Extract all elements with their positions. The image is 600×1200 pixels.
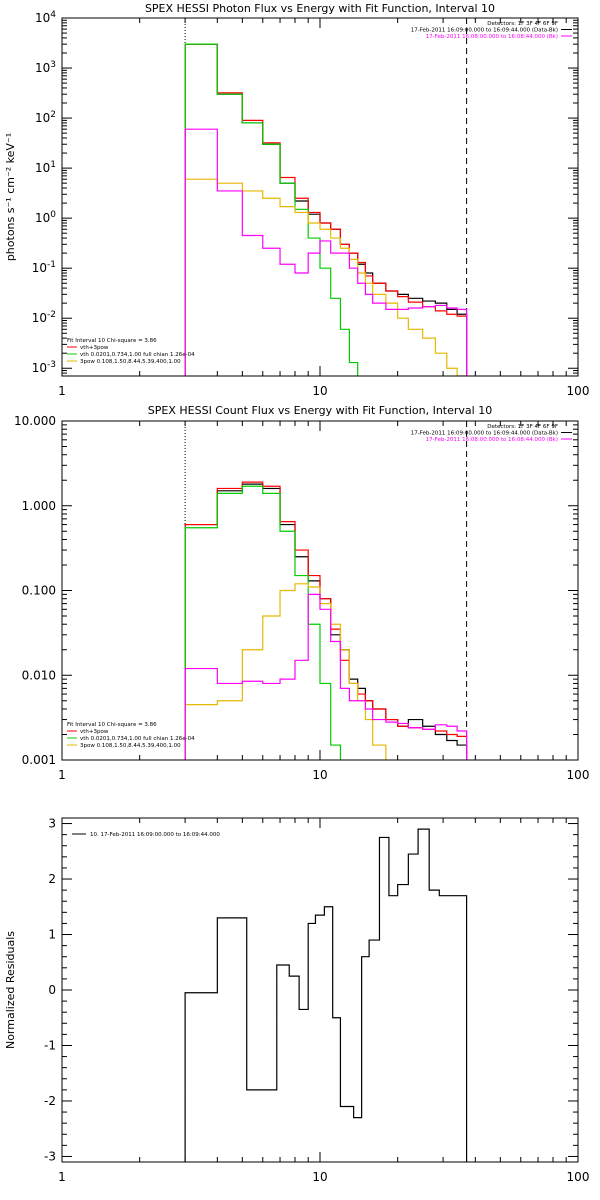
y-tick-exponent: 4 [50,10,56,20]
y-tick-exponent: -2 [47,310,56,320]
y-tick-label: 2 [48,872,56,886]
plot-frame [61,420,579,761]
y-tick-label: 1 [48,928,56,942]
y-tick-label: 3 [48,817,56,831]
y-tick-base: 10 [35,11,50,25]
legend-text: vth 0.0201,0.734,1.00 full chian 1.26e-0… [80,736,195,742]
y-tick-label: 10-1 [32,260,56,275]
legend-text: Fit Interval 10 Chi-square = 3.86 [67,722,157,728]
legend-text: 17-Feb-2011 16:09:00.000 to 16:09:44.000… [411,28,558,34]
y-tick-label: -1 [44,1038,56,1052]
series-line-3pow [184,178,468,376]
y-tick-base: 10 [32,261,47,275]
y-tick-label: 0.010 [22,668,56,682]
y-tick-label: 10.000 [14,414,56,428]
legend-text: 17-Feb-2011 16:09:00.000 to 16:09:44.000… [411,431,558,437]
y-tick-label: 103 [35,60,56,75]
y-tick-label: 102 [35,110,56,125]
y-tick-label: 10-3 [32,360,56,375]
y-tick-base: 10 [35,211,50,225]
y-tick-exponent: -3 [47,360,56,370]
y-tick-label: 1.000 [22,499,56,513]
legend-text: vth+3pow [80,345,109,351]
series-line-3pow [184,583,387,760]
y-tick-label: -3 [44,1149,56,1163]
y-tick-exponent: 0 [50,210,56,220]
legend-text: Detectors: 1F 3F 4F 6F 9F [487,424,558,430]
series-line-bk [184,593,468,760]
photon-flux-panel: SPEX HESSI Photon Flux vs Energy with Fi… [4,2,589,398]
y-tick-base: 10 [35,111,50,125]
y-tick-label: 0.001 [22,753,56,767]
y-tick-label: -2 [44,1094,56,1108]
legend-text: 10. 17-Feb-2011 16:09:00.000 to 16:09:44… [90,832,220,838]
y-tick-base: 10 [35,161,50,175]
x-tick-label: 100 [567,384,590,398]
x-tick-label: 100 [567,768,590,782]
chart-title: SPEX HESSI Count Flux vs Energy with Fit… [148,404,492,417]
series-line-10-17-feb-2011-16-09-00-000-to-16-09-44-000 [184,828,468,1162]
legend-text: vth 0.0201,0.734,1.00 full chian 1.26e-0… [80,352,195,358]
y-tick-label: 104 [35,10,56,25]
y-tick-label: 0.100 [22,584,56,598]
x-tick-label: 10 [312,768,327,782]
y-axis-label: Normalized Residuals [4,931,17,1049]
plot-frame [61,817,579,1163]
legend-text: Fit Interval 10 Chi-square = 3.86 [67,338,157,344]
y-tick-label: 101 [35,160,56,175]
y-tick-label: 10-2 [32,310,56,325]
x-tick-label: 10 [312,384,327,398]
y-tick-exponent: -1 [47,260,56,270]
legend-text: Detectors: 1F 3F 4F 6F 9F [487,21,558,27]
count-flux-panel: SPEX HESSI Count Flux vs Energy with Fit… [14,404,589,782]
legend-text: 17-Feb-2011 16:08:00.000 to 16:08:44.000… [426,437,558,443]
series-group [184,43,468,376]
series-line-vth [184,485,342,760]
legend-text: 3pow 0.108,1.50,8.44,5.39,400,1.00 [80,743,181,749]
y-tick-exponent: 3 [50,60,56,70]
legend-text: vth+3pow [80,729,109,735]
series-line-data-bk [184,483,468,760]
y-tick-label: 100 [35,210,56,225]
legend-text: 3pow 0.108,1.50,8.44,5.39,400,1.00 [80,359,181,365]
series-line-bk [184,128,468,376]
plot-frame [61,17,579,377]
x-tick-label: 100 [567,1170,590,1184]
y-tick-base: 10 [35,61,50,75]
chart-title: SPEX HESSI Photon Flux vs Energy with Fi… [145,2,495,15]
series-line-vth [184,43,359,376]
y-tick-base: 10 [32,361,47,375]
x-tick-label: 1 [58,768,66,782]
series-group [184,481,468,760]
series-group [184,828,468,1162]
y-tick-exponent: 1 [50,160,56,170]
x-tick-label: 1 [58,1170,66,1184]
x-tick-label: 10 [312,1170,327,1184]
y-axis-label: photons s⁻¹ cm⁻² keV⁻¹ [4,133,17,261]
legend-text: 17-Feb-2011 16:08:00.000 to 16:08:44.000… [426,34,558,40]
y-tick-base: 10 [32,311,47,325]
y-tick-exponent: 2 [50,110,56,120]
y-tick-label: 0 [48,983,56,997]
x-tick-label: 1 [58,384,66,398]
